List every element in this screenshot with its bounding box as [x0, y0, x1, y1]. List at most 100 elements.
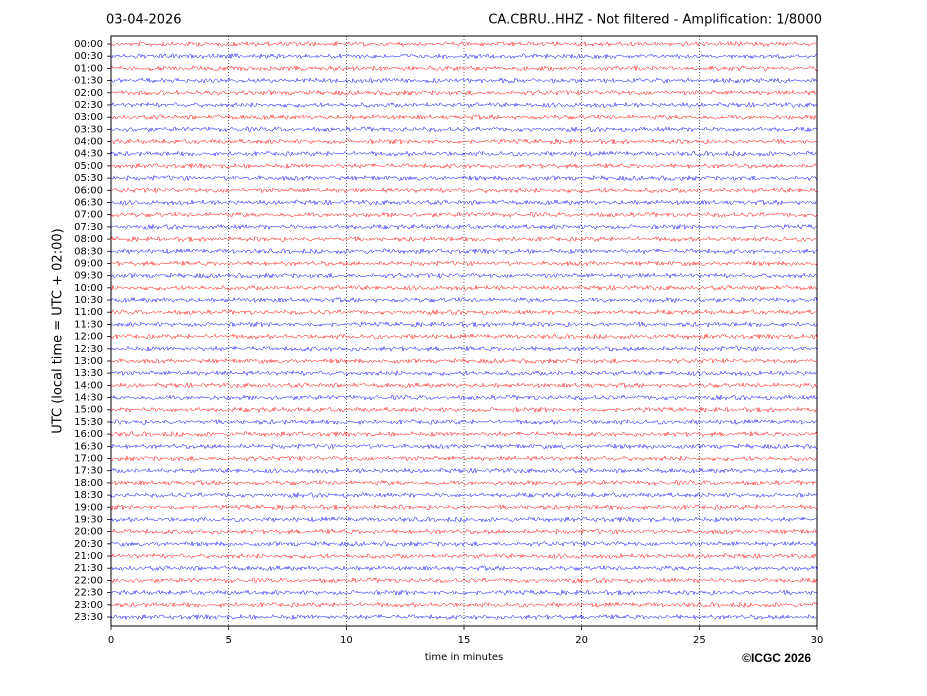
trace [110, 564, 818, 572]
y-tick-label: 01:00 [74, 63, 103, 74]
y-tick-label: 20:30 [74, 539, 103, 550]
trace [110, 357, 818, 365]
trace [110, 345, 818, 353]
trace [110, 333, 818, 340]
y-tick-label: 00:30 [74, 51, 103, 62]
y-tick-label: 17:30 [74, 466, 103, 477]
trace [110, 272, 818, 279]
trace [110, 540, 818, 548]
trace [110, 211, 818, 218]
trace [110, 248, 818, 255]
trace [110, 455, 818, 462]
trace [110, 443, 818, 450]
y-tick-label: 11:00 [74, 307, 103, 318]
y-tick-label: 21:00 [74, 551, 103, 562]
y-tick-label: 03:00 [74, 112, 103, 123]
y-tick-label: 17:00 [74, 454, 103, 465]
trace [110, 174, 818, 182]
y-tick-label: 15:30 [74, 417, 103, 428]
y-tick-label: 19:30 [74, 514, 103, 525]
y-tick-label: 03:30 [74, 124, 103, 135]
y-tick-label: 05:00 [74, 161, 103, 172]
trace [110, 613, 817, 621]
trace [110, 89, 818, 97]
date: 03-04-2026 [106, 13, 182, 28]
x-tick-label: 25 [693, 635, 706, 646]
trace [110, 516, 818, 523]
trace [110, 321, 818, 328]
y-tick-label: 19:00 [74, 502, 103, 513]
trace [110, 223, 818, 231]
y-tick-label: 01:30 [74, 76, 103, 87]
y-tick-label: 11:30 [74, 319, 103, 330]
y-tick-label: 02:00 [74, 88, 103, 99]
y-tick-label: 08:30 [74, 246, 103, 257]
y-tick-label: 12:00 [74, 332, 103, 343]
y-tick-label: 14:30 [74, 393, 103, 404]
y-axis-label: UTC (local time = UTC + 02:00) [51, 228, 66, 433]
y-tick-label: 02:30 [74, 100, 103, 111]
y-tick-label: 13:30 [74, 368, 103, 379]
chart-title: CA.CBRU..HHZ - Not filtered - Amplificat… [488, 13, 822, 28]
trace [110, 138, 818, 145]
trace [110, 308, 818, 316]
y-tick-label: 18:30 [74, 490, 103, 501]
trace [110, 589, 818, 597]
y-tick-label: 23:30 [74, 612, 103, 623]
trace [110, 479, 818, 487]
trace [110, 406, 818, 414]
trace [110, 40, 818, 48]
trace [110, 394, 818, 401]
copyright: ©ICGC 2026 [742, 651, 811, 665]
y-tick-label: 06:30 [74, 197, 103, 208]
x-tick-label: 30 [811, 635, 824, 646]
y-tick-label: 22:30 [74, 588, 103, 599]
y-tick-label: 21:30 [74, 563, 103, 574]
y-tick-label: 07:30 [74, 222, 103, 233]
trace [110, 65, 818, 72]
trace [110, 235, 818, 243]
trace [110, 284, 818, 291]
y-tick-label: 10:00 [74, 283, 103, 294]
y-tick-label: 08:00 [74, 234, 103, 245]
trace [110, 503, 818, 511]
y-tick-label: 14:00 [74, 380, 103, 391]
trace [110, 101, 818, 109]
y-tick-label: 15:00 [74, 405, 103, 416]
trace [110, 199, 818, 206]
trace [110, 381, 818, 389]
x-tick-label: 10 [340, 635, 353, 646]
x-tick-label: 0 [108, 635, 114, 646]
x-tick-label: 5 [225, 635, 231, 646]
y-tick-label: 18:00 [74, 478, 103, 489]
trace [110, 577, 818, 584]
x-tick-label: 15 [458, 635, 471, 646]
trace [110, 528, 818, 536]
trace [110, 260, 818, 267]
y-tick-label: 00:00 [74, 39, 103, 50]
trace [110, 296, 818, 304]
trace [110, 418, 818, 426]
trace [110, 113, 818, 121]
y-tick-label: 07:00 [74, 210, 103, 221]
trace [110, 369, 818, 377]
trace [110, 430, 818, 438]
y-tick-label: 13:00 [74, 356, 103, 367]
trace [110, 150, 818, 158]
x-axis-label: time in minutes [425, 652, 504, 663]
y-tick-label: 06:00 [74, 185, 103, 196]
y-tick-label: 22:00 [74, 575, 103, 586]
y-tick-label: 10:30 [74, 295, 103, 306]
y-tick-label: 04:00 [74, 137, 103, 148]
trace [110, 467, 818, 474]
trace [110, 187, 818, 194]
trace [110, 52, 818, 60]
x-tick-label: 20 [575, 635, 588, 646]
y-tick-label: 04:30 [74, 149, 103, 160]
y-tick-label: 09:00 [74, 258, 103, 269]
trace [110, 601, 818, 609]
trace [110, 125, 818, 133]
y-tick-label: 05:30 [74, 173, 103, 184]
